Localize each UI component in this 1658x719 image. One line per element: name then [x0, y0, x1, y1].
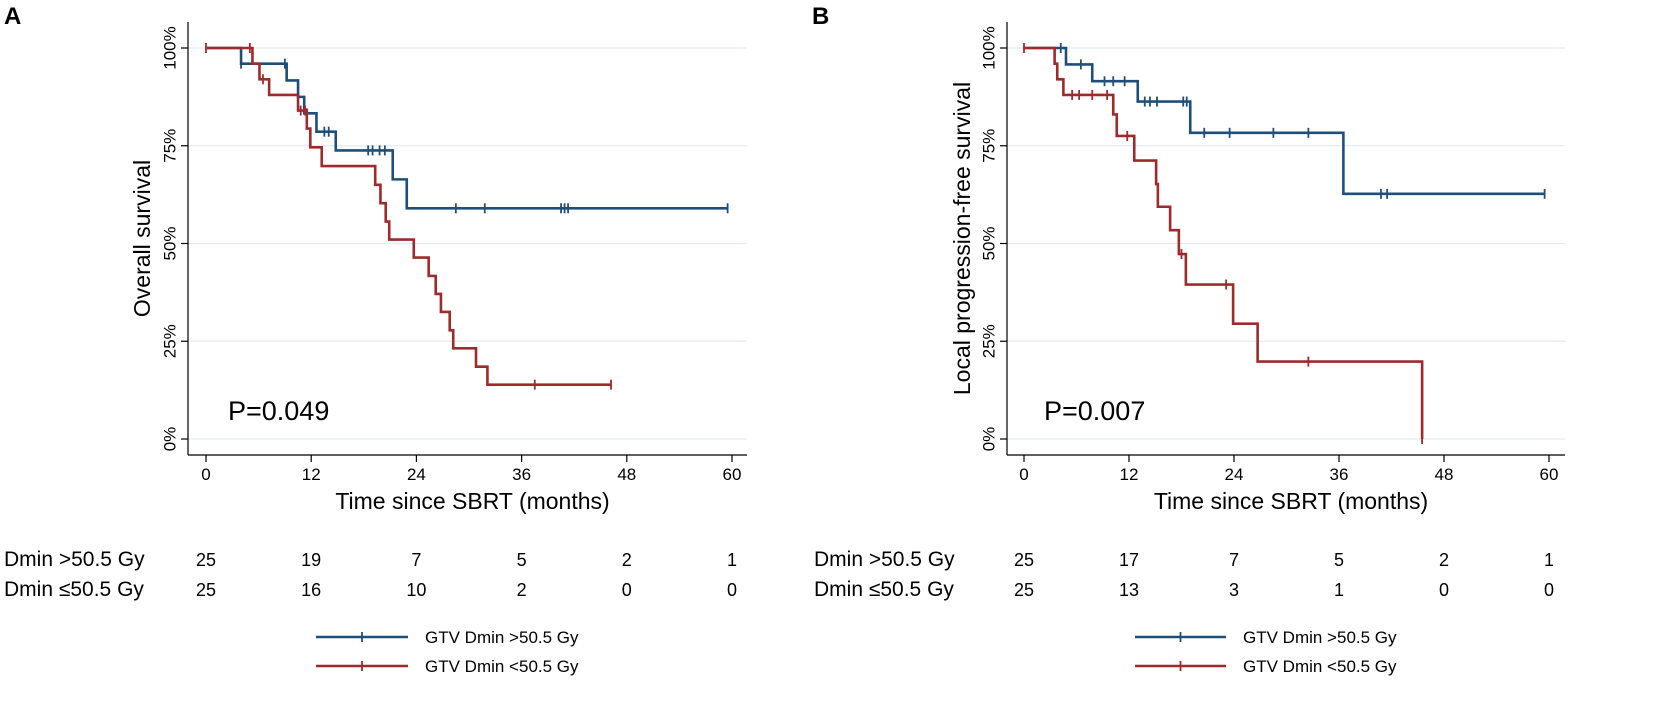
risk-count: 25 [1014, 580, 1034, 600]
x-tick-label: 12 [1120, 465, 1139, 484]
risk-count: 16 [301, 580, 321, 600]
x-tick-label: 0 [1019, 465, 1028, 484]
risk-count: 0 [1544, 580, 1554, 600]
x-axis-title: Time since SBRT (months) [335, 488, 609, 514]
risk-count: 25 [196, 580, 216, 600]
y-tick-label: 50% [980, 226, 999, 260]
y-tick-label: 25% [161, 324, 180, 358]
risk-row-label: Dmin ≤50.5 Gy [4, 578, 144, 601]
series-line [206, 46, 728, 210]
panel-label: A [4, 3, 21, 30]
risk-count: 19 [301, 550, 321, 570]
series-dmin-below [205, 43, 612, 390]
series-dmin-above [1024, 43, 1546, 199]
risk-table: Dmin >50.5 Gy 25 17 7 5 2 1 Dmin ≤50.5 Gy 25 13 3 1… [814, 548, 1554, 601]
risk-count: 13 [1119, 580, 1139, 600]
series-line [206, 46, 612, 386]
panel-label: B [812, 3, 829, 30]
y-tick-label: 100% [980, 26, 999, 69]
x-tick-label: 36 [512, 465, 531, 484]
y-tick-label: 75% [980, 129, 999, 163]
risk-count: 25 [196, 550, 216, 570]
risk-table: Dmin >50.5 Gy 25 19 7 5 2 1 Dmin ≤50.5 Gy 25 16 10… [4, 548, 737, 601]
x-tick-label: 24 [407, 465, 426, 484]
x-tick-label: 0 [201, 465, 210, 484]
legend-entry: GTV Dmin >50.5 Gy [425, 628, 579, 647]
legend-entry: GTV Dmin <50.5 Gy [1243, 657, 1397, 676]
y-tick-label: 0% [161, 427, 180, 452]
risk-count: 0 [727, 580, 737, 600]
risk-row-label: Dmin ≤50.5 Gy [814, 578, 954, 601]
x-tick-label: 48 [617, 465, 636, 484]
risk-count: 10 [406, 580, 426, 600]
legend: GTV Dmin >50.5 Gy GTV Dmin <50.5 Gy [1135, 628, 1397, 676]
x-tick-label: 60 [723, 465, 742, 484]
risk-row-label: Dmin >50.5 Gy [4, 548, 145, 571]
risk-count: 5 [1334, 550, 1344, 570]
y-axis-title: Local progression-free survival [949, 82, 975, 395]
legend: GTV Dmin >50.5 Gy GTV Dmin <50.5 Gy [316, 628, 579, 676]
x-axis-title: Time since SBRT (months) [1154, 488, 1428, 514]
risk-count: 1 [727, 550, 737, 570]
risk-count: 2 [622, 550, 632, 570]
series-dmin-above [206, 46, 729, 214]
risk-count: 0 [622, 580, 632, 600]
series-line [1024, 46, 1545, 196]
x-tick-label: 48 [1435, 465, 1454, 484]
legend-entry: GTV Dmin >50.5 Gy [1243, 628, 1397, 647]
risk-count: 3 [1229, 580, 1239, 600]
p-value-annotation: P=0.049 [228, 396, 329, 426]
x-tick-label: 60 [1540, 465, 1559, 484]
risk-row-label: Dmin >50.5 Gy [814, 548, 955, 571]
risk-count: 5 [517, 550, 527, 570]
risk-count: 1 [1544, 550, 1554, 570]
x-tick-label: 12 [302, 465, 321, 484]
risk-count: 1 [1334, 580, 1344, 600]
x-tick-label: 24 [1225, 465, 1244, 484]
risk-count: 2 [517, 580, 527, 600]
y-tick-label: 0% [980, 427, 999, 452]
legend-entry: GTV Dmin <50.5 Gy [425, 657, 579, 676]
risk-count: 25 [1014, 550, 1034, 570]
risk-count: 2 [1439, 550, 1449, 570]
y-axis-title: Overall survival [129, 160, 155, 317]
p-value-annotation: P=0.007 [1044, 396, 1145, 426]
y-tick-label: 25% [980, 324, 999, 358]
y-tick-label: 100% [161, 26, 180, 69]
risk-count: 0 [1439, 580, 1449, 600]
y-tick-label: 75% [161, 129, 180, 163]
risk-count: 7 [1229, 550, 1239, 570]
risk-count: 17 [1119, 550, 1139, 570]
series-dmin-below [1023, 43, 1424, 444]
series-line [1024, 46, 1424, 439]
risk-count: 7 [411, 550, 421, 570]
x-tick-label: 36 [1330, 465, 1349, 484]
y-tick-label: 50% [161, 226, 180, 260]
